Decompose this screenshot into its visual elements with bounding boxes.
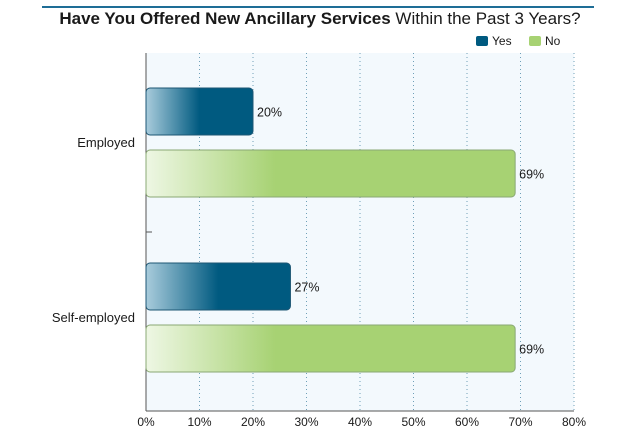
bar-no [145, 324, 516, 373]
x-tick-label: 40% [348, 415, 372, 429]
bar-no [145, 149, 516, 198]
x-tick-label: 80% [562, 415, 586, 429]
bar-yes [145, 87, 254, 136]
legend-label: No [545, 34, 561, 48]
data-label: 69% [519, 168, 544, 182]
chart-title: Have You Offered New Ancillary Services … [0, 9, 640, 29]
chart-title-bold: Have You Offered New Ancillary Services [59, 9, 391, 28]
x-tick-label: 20% [241, 415, 265, 429]
bar-yes [145, 262, 291, 311]
legend-label: Yes [492, 34, 512, 48]
category-label: Employed [77, 135, 135, 150]
legend-swatch [476, 36, 488, 46]
x-tick-label: 0% [137, 415, 155, 429]
category-label: Self-employed [52, 310, 135, 325]
title-rule [42, 6, 594, 8]
data-label: 69% [519, 343, 544, 357]
x-tick-label: 10% [187, 415, 211, 429]
x-tick-label: 70% [508, 415, 532, 429]
x-tick-label: 50% [401, 415, 425, 429]
data-label: 20% [257, 106, 282, 120]
legend-swatch [529, 36, 541, 46]
x-tick-label: 60% [455, 415, 479, 429]
x-tick-label: 30% [294, 415, 318, 429]
chart-title-regular: Within the Past 3 Years? [390, 9, 581, 28]
data-label: 27% [294, 281, 319, 295]
